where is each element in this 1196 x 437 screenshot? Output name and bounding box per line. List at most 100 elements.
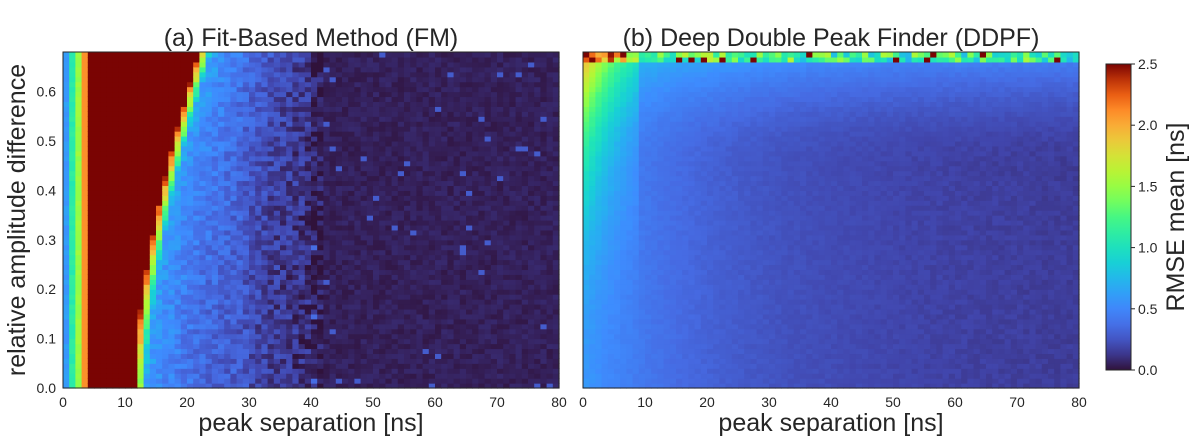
heatmap-a-cell [453,333,461,340]
heatmap-a-cell [199,259,207,266]
heatmap-a-cell [63,333,70,340]
heatmap-a-cell [255,259,262,266]
heatmap-a-cell [174,91,182,98]
heatmap-a-cell [267,299,275,305]
heatmap-a-cell [131,140,138,147]
heatmap-a-cell [459,254,467,261]
heatmap-a-cell [317,338,324,345]
heatmap-a-cell [335,244,343,251]
heatmap-a-cell [218,333,225,340]
heatmap-a-cell [156,76,163,83]
heatmap-a-cell [453,210,461,216]
heatmap-a-cell [360,313,368,320]
heatmap-a-cell [428,150,436,157]
heatmap-a-cell [63,52,70,58]
heatmap-a-cell [94,180,101,187]
heatmap-a-cell [112,150,120,157]
heatmap-a-cell [385,328,393,335]
heatmap-a-cell [149,170,157,177]
heatmap-a-cell [211,106,219,112]
heatmap-a-cell [317,71,324,78]
heatmap-a-cell [69,56,76,63]
heatmap-a-cell [497,284,504,290]
heatmap-a-cell [379,121,386,127]
heatmap-a-cell [391,140,399,147]
heatmap-a-cell [472,318,479,325]
heatmap-a-cell [509,205,517,211]
heatmap-a-cell [478,279,486,285]
heatmap-a-cell [441,66,448,73]
heatmap-a-cell [87,131,95,137]
heatmap-a-cell [490,71,498,78]
heatmap-a-cell [490,368,498,374]
heatmap-a-cell [298,343,306,350]
heatmap-a-cell [354,323,362,330]
heatmap-a-cell [230,131,238,137]
heatmap-a-cell [193,333,200,340]
heatmap-a-cell [267,284,275,290]
heatmap-a-cell [410,91,417,98]
heatmap-a-cell [63,284,70,290]
heatmap-a-cell [286,210,293,216]
heatmap-a-cell [497,190,504,196]
heatmap-a-cell [335,363,343,369]
heatmap-a-cell [360,116,368,122]
heatmap-a-cell [292,373,300,379]
heatmap-a-cell [379,220,386,226]
heatmap-a-cell [298,195,306,201]
heatmap-a-cell [261,313,269,320]
heatmap-a-cell [125,313,132,320]
heatmap-a-cell [143,244,151,251]
heatmap-a-cell [261,175,269,182]
heatmap-a-cell [87,259,95,266]
heatmap-a-cell [466,229,473,236]
heatmap-a-cell [224,121,231,127]
heatmap-a-cell [304,343,312,350]
heatmap-a-cell [447,155,455,162]
heatmap-a-cell [174,299,182,305]
heatmap-a-cell [311,170,318,177]
heatmap-a-cell [125,323,132,330]
heatmap-a-cell [497,160,504,167]
heatmap-a-cell [366,56,374,63]
heatmap-a-cell [199,190,207,196]
heatmap-a-cell [267,318,275,325]
heatmap-a-cell [242,96,250,103]
heatmap-a-cell [131,190,138,196]
heatmap-a-cell [218,239,225,246]
heatmap-a-cell [410,175,417,182]
heatmap-a-cell [69,323,76,330]
heatmap-a-cell [131,259,138,266]
heatmap-a-cell [193,358,200,364]
heatmap-a-cell [261,279,269,285]
heatmap-a-cell [255,224,262,231]
heatmap-a-cell [484,86,492,93]
heatmap-a-cell [391,299,399,305]
heatmap-a-cell [180,284,188,290]
heatmap-a-cell [298,150,306,157]
heatmap-a-cell [187,244,194,251]
heatmap-a-cell [187,86,194,93]
heatmap-a-cell [478,76,486,83]
heatmap-a-cell [143,383,151,389]
heatmap-a-cell [273,249,281,256]
heatmap-a-cell [472,106,479,112]
heatmap-a-cell [304,175,312,182]
heatmap-a-cell [354,131,362,137]
heatmap-a-cell [366,170,374,177]
heatmap-a-cell [490,264,498,271]
heatmap-a-cell [373,323,380,330]
heatmap-a-cell [373,175,380,182]
heatmap-a-cell [63,239,70,246]
heatmap-a-cell [94,343,101,350]
heatmap-a-cell [143,318,151,325]
heatmap-a-cell [447,91,455,98]
heatmap-a-cell [466,363,473,369]
heatmap-a-cell [391,101,399,107]
heatmap-a-cell [224,215,231,221]
heatmap-a-cell [435,190,442,196]
heatmap-a-cell [211,343,219,350]
heatmap-a-cell [131,383,138,389]
heatmap-a-cell [131,121,138,127]
heatmap-a-cell [348,111,355,117]
